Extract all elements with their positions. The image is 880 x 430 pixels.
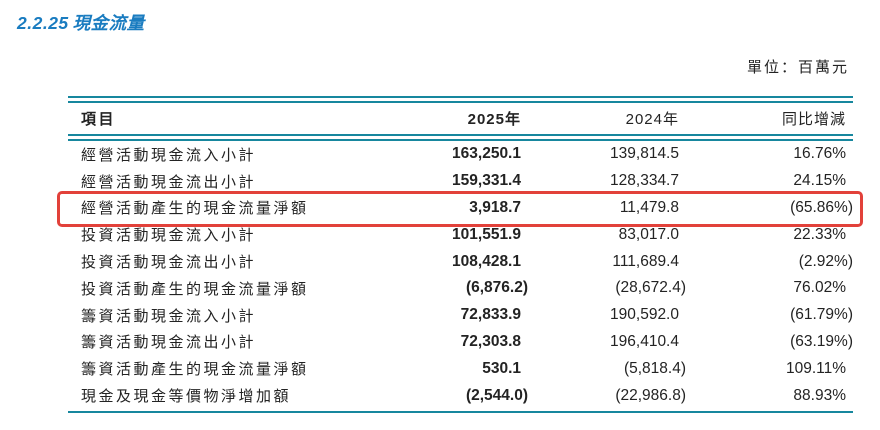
cell-2024: 83,017.0 <box>618 225 679 243</box>
cell-item: 經營活動產生的現金流量淨額 <box>81 200 309 218</box>
cell-2025: 72,833.9 <box>460 306 521 324</box>
cell-item: 投資活動產生的現金流量淨額 <box>81 280 309 298</box>
cell-yoy: 24.15% <box>793 172 846 190</box>
table-header-rule <box>68 134 853 141</box>
cell-yoy: (65.86%) <box>790 198 853 216</box>
cell-item: 經營活動現金流出小計 <box>81 173 257 191</box>
table-row: 現金及現金等價物淨增加額 (2,544.0) (22,986.8) 88.93% <box>68 382 853 409</box>
cashflow-table: 項目 2025年 2024年 同比增減 經營活動現金流入小計 163,250.1 1… <box>57 96 863 414</box>
cell-yoy: (61.79%) <box>790 306 853 324</box>
cell-2025: (6,876.2) <box>465 279 528 297</box>
cell-item: 籌資活動現金流入小計 <box>81 307 257 325</box>
table-top-rule <box>68 96 853 103</box>
cell-2025: 72,303.8 <box>460 332 521 350</box>
cell-2025: 159,331.4 <box>452 172 521 190</box>
section-number: 2.2.25 <box>17 13 69 33</box>
cell-2024: 111,689.4 <box>612 252 679 270</box>
cell-2024: (28,672.4) <box>615 279 686 297</box>
cashflow-table-body: 經營活動現金流入小計 163,250.1 139,814.5 16.76% 經營活動現金… <box>68 141 853 409</box>
page-title: 2.2.25 現金流量 <box>17 10 145 35</box>
header-item: 項目 <box>81 111 117 128</box>
table-row: 籌資活動現金流出小計 72,303.8 196,410.4 (63.19%) <box>68 329 853 356</box>
cell-2024: 11,479.8 <box>619 198 679 216</box>
cell-item: 現金及現金等價物淨增加額 <box>81 388 292 406</box>
table-row: 經營活動產生的現金流量淨額 3,918.7 11,479.8 (65.86%) <box>68 195 853 222</box>
cell-yoy: 16.76% <box>793 145 846 163</box>
cell-2025: 530.1 <box>482 359 521 377</box>
cell-2024: 139,814.5 <box>610 145 679 163</box>
cell-yoy: (63.19%) <box>790 332 853 350</box>
table-row: 籌資活動現金流入小計 72,833.9 190,592.0 (61.79%) <box>68 302 853 329</box>
table-row: 投資活動產生的現金流量淨額 (6,876.2) (28,672.4) 76.02% <box>68 275 853 302</box>
header-2024: 2024年 <box>625 111 679 128</box>
cell-2024: (22,986.8) <box>615 386 686 404</box>
unit-label: 單位：百萬元 <box>746 59 849 76</box>
cell-2024: 196,410.4 <box>610 332 679 350</box>
cell-2025: (2,544.0) <box>465 386 528 404</box>
cell-2024: 128,334.7 <box>610 172 679 190</box>
table-row: 投資活動現金流入小計 101,551.9 83,017.0 22.33% <box>68 221 853 248</box>
cell-2025: 3,918.7 <box>469 198 521 216</box>
section-title: 現金流量 <box>72 13 145 33</box>
cell-yoy: 76.02% <box>793 279 846 297</box>
table-header-row: 項目 2025年 2024年 同比增減 <box>68 103 853 134</box>
cell-item: 投資活動現金流出小計 <box>81 254 257 272</box>
header-yoy: 同比增減 <box>781 111 846 128</box>
table-row: 經營活動現金流出小計 159,331.4 128,334.7 24.15% <box>68 168 853 195</box>
cell-item: 投資活動現金流入小計 <box>81 227 257 245</box>
cell-2024: 190,592.0 <box>610 306 679 324</box>
table-bottom-rule <box>68 410 853 414</box>
cell-2024: (5,818.4) <box>623 359 686 377</box>
cell-item: 籌資活動產生的現金流量淨額 <box>81 361 309 379</box>
cell-2025: 101,551.9 <box>452 225 521 243</box>
cell-item: 籌資活動現金流出小計 <box>81 334 257 352</box>
cell-2025: 108,428.1 <box>452 252 521 270</box>
cell-yoy: 22.33% <box>793 225 846 243</box>
table-row: 投資活動現金流出小計 108,428.1 111,689.4 (2.92%) <box>68 248 853 275</box>
table-row: 經營活動現金流入小計 163,250.1 139,814.5 16.76% <box>68 141 853 168</box>
cell-yoy: 109.11% <box>785 359 846 377</box>
cell-2025: 163,250.1 <box>452 145 521 163</box>
cell-yoy: (2.92%) <box>798 252 853 270</box>
table-row: 籌資活動產生的現金流量淨額 530.1 (5,818.4) 109.11% <box>68 355 853 382</box>
cell-item: 經營活動現金流入小計 <box>81 146 257 164</box>
cell-yoy: 88.93% <box>793 386 846 404</box>
header-2025: 2025年 <box>467 111 521 128</box>
